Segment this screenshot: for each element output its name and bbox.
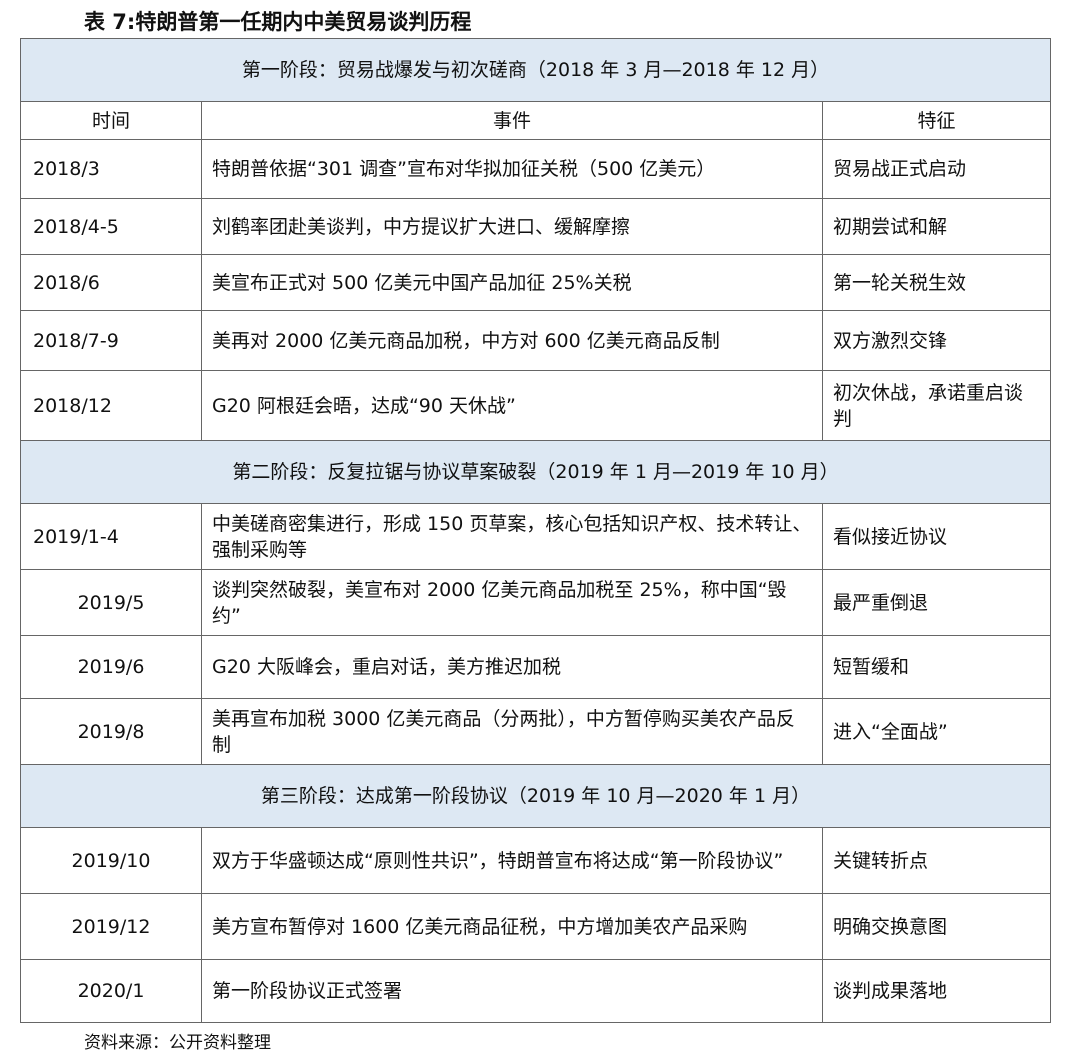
feature-cell: 初次休战，承诺重启谈判: [822, 370, 1051, 441]
feature-cell: 双方激烈交锋: [822, 310, 1051, 371]
stage-label: 第一阶段：贸易战爆发与初次磋商（2018 年 3 月—2018 年 12 月）: [20, 38, 1051, 102]
stage-header-row: 第一阶段：贸易战爆发与初次磋商（2018 年 3 月—2018 年 12 月）: [20, 38, 1051, 102]
stage-label: 第二阶段：反复拉锯与协议草案破裂（2019 年 1 月—2019 年 10 月）: [20, 440, 1051, 504]
source-note: 资料来源：公开资料整理: [84, 1033, 271, 1053]
table-row: 2019/6 G20 大阪峰会，重启对话，美方推迟加税 短暂缓和: [20, 635, 1051, 699]
feature-cell: 关键转折点: [822, 827, 1051, 894]
feature-cell: 贸易战正式启动: [822, 139, 1051, 199]
time-cell: 2020/1: [20, 959, 202, 1023]
stage-label: 第三阶段：达成第一阶段协议（2019 年 10 月—2020 年 1 月）: [20, 764, 1051, 828]
table-row: 2018/4-5 刘鹤率团赴美谈判，中方提议扩大进口、缓解摩擦 初期尝试和解: [20, 198, 1051, 255]
table-row: 2019/8 美再宣布加税 3000 亿美元商品（分两批），中方暂停购买美农产品…: [20, 698, 1051, 765]
trade-negotiation-table: 第一阶段：贸易战爆发与初次磋商（2018 年 3 月—2018 年 12 月）时…: [20, 38, 1051, 1023]
event-cell: 谈判突然破裂，美宣布对 2000 亿美元商品加税至 25%，称中国“毁约”: [201, 569, 823, 636]
table-row: 2019/5 谈判突然破裂，美宣布对 2000 亿美元商品加税至 25%，称中国…: [20, 569, 1051, 636]
column-header-row: 时间 事件 特征: [20, 101, 1051, 140]
table-row: 2020/1 第一阶段协议正式签署 谈判成果落地: [20, 959, 1051, 1023]
event-cell: 双方于华盛顿达成“原则性共识”，特朗普宣布将达成“第一阶段协议”: [201, 827, 823, 894]
event-cell: 特朗普依据“301 调查”宣布对华拟加征关税（500 亿美元）: [201, 139, 823, 199]
table-row: 2018/3 特朗普依据“301 调查”宣布对华拟加征关税（500 亿美元） 贸…: [20, 139, 1051, 199]
feature-cell: 短暂缓和: [822, 635, 1051, 699]
event-cell: 中美磋商密集进行，形成 150 页草案，核心包括知识产权、技术转让、强制采购等: [201, 503, 823, 570]
column-header: 事件: [201, 101, 823, 140]
time-cell: 2018/6: [20, 254, 202, 311]
time-cell: 2018/7-9: [20, 310, 202, 371]
table-row: 2019/12 美方宣布暂停对 1600 亿美元商品征税，中方增加美农产品采购 …: [20, 893, 1051, 960]
time-cell: 2019/10: [20, 827, 202, 894]
time-cell: 2019/1-4: [20, 503, 202, 570]
stage-header-row: 第三阶段：达成第一阶段协议（2019 年 10 月—2020 年 1 月）: [20, 764, 1051, 828]
feature-cell: 明确交换意图: [822, 893, 1051, 960]
column-header: 特征: [822, 101, 1051, 140]
event-cell: 美再对 2000 亿美元商品加税，中方对 600 亿美元商品反制: [201, 310, 823, 371]
feature-cell: 初期尝试和解: [822, 198, 1051, 255]
column-header: 时间: [20, 101, 202, 140]
time-cell: 2019/12: [20, 893, 202, 960]
feature-cell: 进入“全面战”: [822, 698, 1051, 765]
time-cell: 2019/5: [20, 569, 202, 636]
time-cell: 2018/4-5: [20, 198, 202, 255]
table-row: 2019/1-4 中美磋商密集进行，形成 150 页草案，核心包括知识产权、技术…: [20, 503, 1051, 570]
time-cell: 2018/3: [20, 139, 202, 199]
event-cell: 美再宣布加税 3000 亿美元商品（分两批），中方暂停购买美农产品反制: [201, 698, 823, 765]
event-cell: 美方宣布暂停对 1600 亿美元商品征税，中方增加美农产品采购: [201, 893, 823, 960]
event-cell: G20 阿根廷会晤，达成“90 天休战”: [201, 370, 823, 441]
time-cell: 2019/8: [20, 698, 202, 765]
event-cell: 美宣布正式对 500 亿美元中国产品加征 25%关税: [201, 254, 823, 311]
feature-cell: 谈判成果落地: [822, 959, 1051, 1023]
feature-cell: 最严重倒退: [822, 569, 1051, 636]
time-cell: 2019/6: [20, 635, 202, 699]
event-cell: 第一阶段协议正式签署: [201, 959, 823, 1023]
time-cell: 2018/12: [20, 370, 202, 441]
feature-cell: 第一轮关税生效: [822, 254, 1051, 311]
table-row: 2018/6 美宣布正式对 500 亿美元中国产品加征 25%关税 第一轮关税生…: [20, 254, 1051, 311]
event-cell: G20 大阪峰会，重启对话，美方推迟加税: [201, 635, 823, 699]
table-title: 表 7:特朗普第一任期内中美贸易谈判历程: [84, 10, 472, 34]
stage-header-row: 第二阶段：反复拉锯与协议草案破裂（2019 年 1 月—2019 年 10 月）: [20, 440, 1051, 504]
table-row: 2018/7-9 美再对 2000 亿美元商品加税，中方对 600 亿美元商品反…: [20, 310, 1051, 371]
feature-cell: 看似接近协议: [822, 503, 1051, 570]
table-row: 2019/10 双方于华盛顿达成“原则性共识”，特朗普宣布将达成“第一阶段协议”…: [20, 827, 1051, 894]
table-row: 2018/12 G20 阿根廷会晤，达成“90 天休战” 初次休战，承诺重启谈判: [20, 370, 1051, 441]
event-cell: 刘鹤率团赴美谈判，中方提议扩大进口、缓解摩擦: [201, 198, 823, 255]
